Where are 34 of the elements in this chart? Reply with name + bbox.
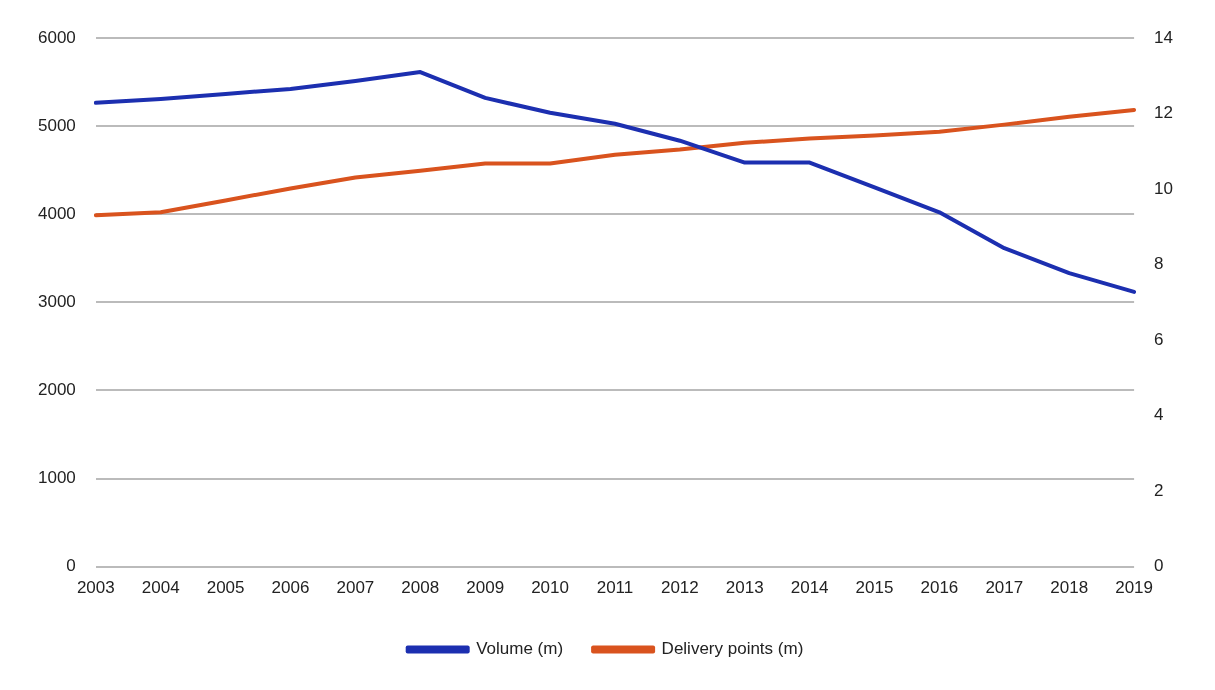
y-tick-label: 5000 [37,115,76,135]
x-tick-label: 2004 [141,578,180,598]
x-tick-label: 2005 [206,578,245,598]
y2-tick-label: 12 [1154,103,1174,123]
x-tick-label: 2017 [985,578,1024,598]
y-tick-label: 0 [66,556,76,576]
x-tick-label: 2018 [1050,578,1089,598]
legend-label: Volume (m) [476,639,564,659]
y-tick-label: 1000 [37,468,76,488]
y-tick-label: 2000 [37,380,76,400]
y2-tick-label: 10 [1154,178,1174,198]
x-tick-label: 2014 [790,578,829,598]
y2-tick-label: 6 [1154,329,1164,349]
x-tick-label: 2011 [596,578,634,598]
x-tick-label: 2013 [725,578,764,598]
x-tick-label: 2009 [466,578,505,598]
legend-label: Delivery points (m) [661,639,804,659]
y2-tick-label: 14 [1154,27,1174,47]
x-tick-label: 2010 [531,578,569,598]
y2-tick-label: 8 [1154,254,1164,274]
y-tick-label: 3000 [37,292,76,312]
x-tick-label: 2019 [1115,578,1153,598]
x-tick-label: 2003 [76,578,115,598]
y-tick-label: 4000 [37,204,76,224]
x-tick-label: 2007 [336,578,375,598]
y2-tick-label: 4 [1154,405,1164,425]
y-tick-label: 6000 [37,27,76,47]
x-tick-label: 2012 [660,578,699,598]
y2-tick-label: 2 [1154,480,1164,500]
x-tick-label: 2016 [920,578,959,598]
y2-tick-label: 0 [1154,556,1164,576]
x-tick-label: 2015 [855,578,894,598]
x-tick-label: 2006 [271,578,310,598]
x-tick-label: 2008 [401,578,440,598]
